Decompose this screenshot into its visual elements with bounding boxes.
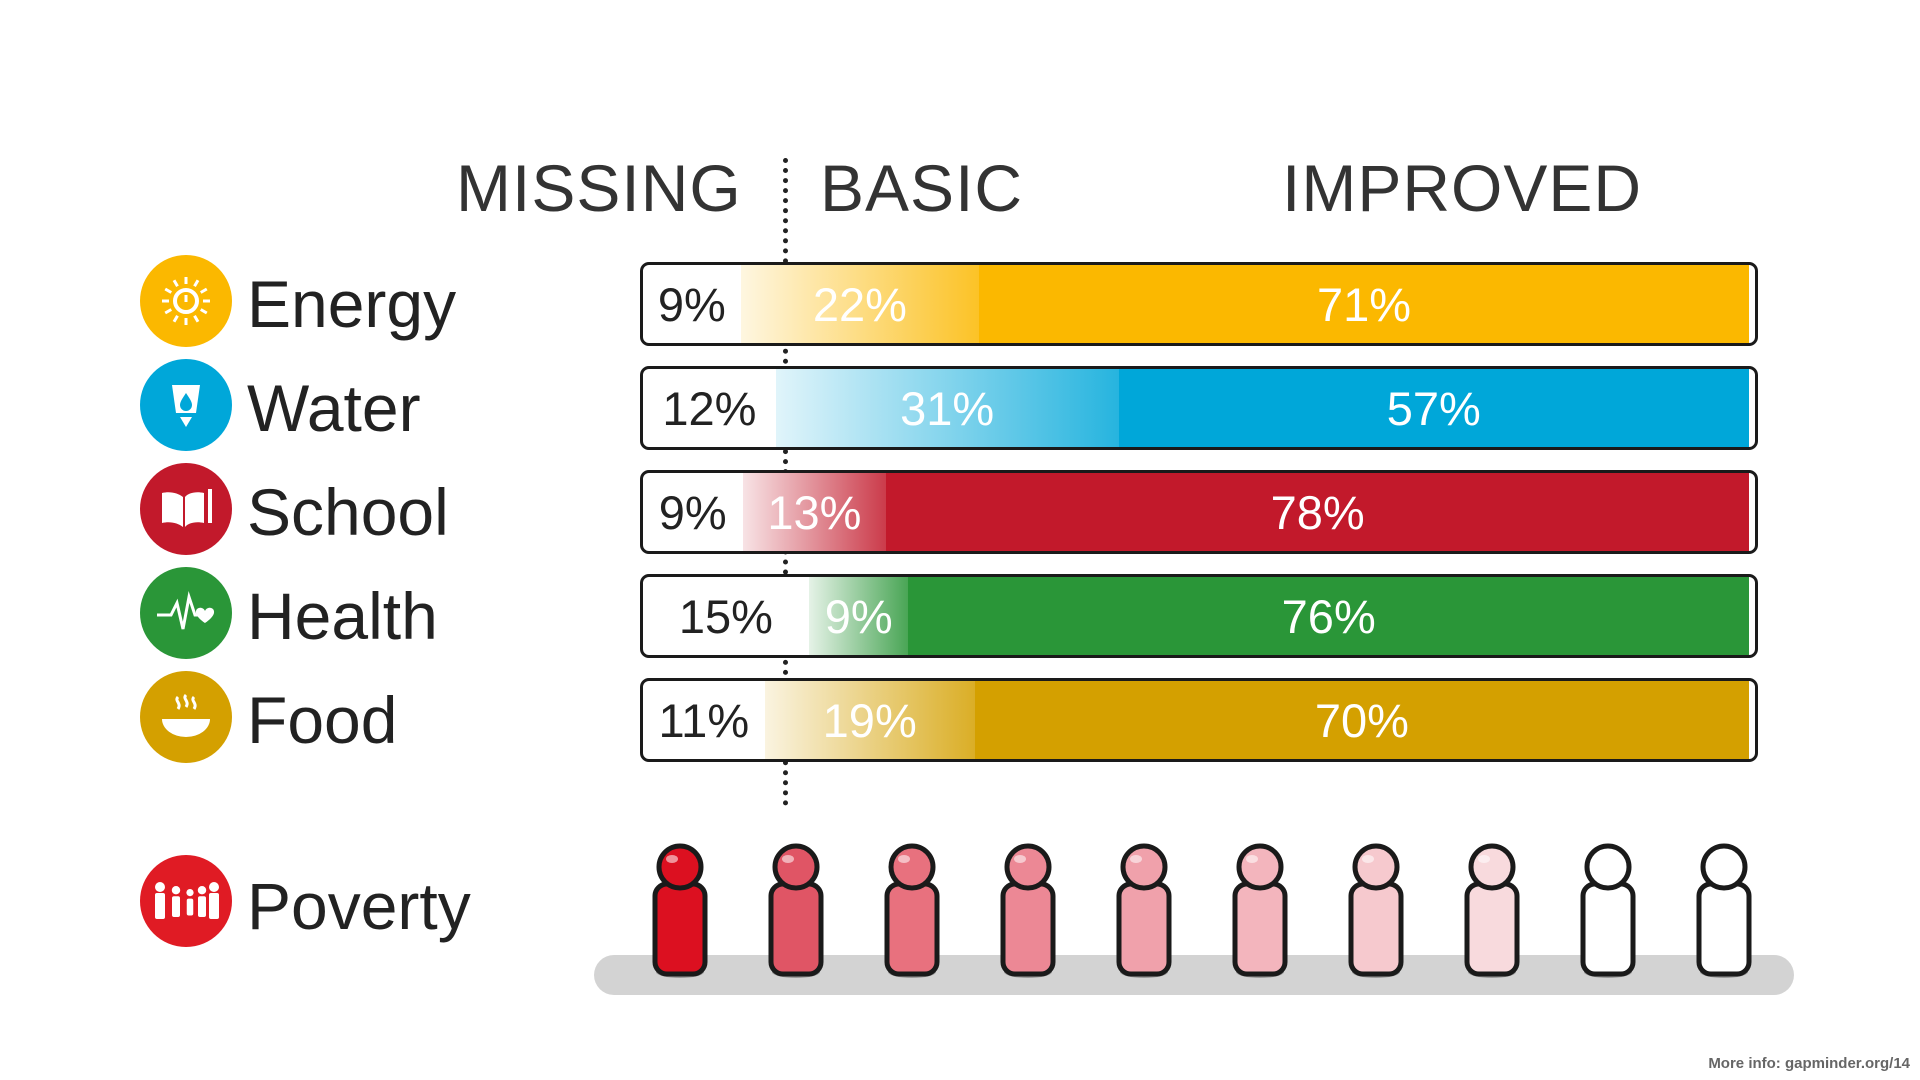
header-basic: BASIC <box>820 151 1024 225</box>
segment-food-missing: 11% <box>658 693 750 747</box>
row-label-energy: Energy <box>247 267 457 341</box>
bar-food: 11% 19% 70% <box>640 678 1758 762</box>
segment-energy-basic: 22% <box>740 265 980 343</box>
segment-water-missing: 12% <box>662 381 757 435</box>
poverty-label: Poverty <box>247 869 471 943</box>
person-figure <box>647 840 713 985</box>
segment-food-basic: 19% <box>764 681 975 759</box>
bar-energy: 9% 22% 71% <box>640 262 1758 346</box>
health-icon <box>140 567 232 659</box>
segment-school-improved: 78% <box>886 473 1749 551</box>
person-figure <box>995 840 1061 985</box>
row-label-water: Water <box>247 371 421 445</box>
bar-water: 12% 31% 57% <box>640 366 1758 450</box>
header-improved: IMPROVED <box>1282 151 1643 225</box>
row-label-health: Health <box>247 579 438 653</box>
person-figure <box>879 840 945 985</box>
person-figure <box>1575 840 1641 985</box>
segment-health-basic: 9% <box>808 577 909 655</box>
person-figure <box>1343 840 1409 985</box>
segment-water-improved: 57% <box>1118 369 1749 447</box>
person-figure <box>1459 840 1525 985</box>
person-figure <box>1227 840 1293 985</box>
segment-energy-improved: 71% <box>979 265 1749 343</box>
segment-food-improved: 70% <box>974 681 1749 759</box>
segment-school-missing: 9% <box>658 485 727 539</box>
row-label-school: School <box>247 475 449 549</box>
person-figure <box>763 840 829 985</box>
school-icon <box>140 463 232 555</box>
person-figure <box>1691 840 1757 985</box>
food-icon <box>140 671 232 763</box>
segment-health-missing: 15% <box>678 589 773 643</box>
person-figure <box>1111 840 1177 985</box>
segment-health-improved: 76% <box>908 577 1749 655</box>
water-icon <box>140 359 232 451</box>
row-label-food: Food <box>247 683 398 757</box>
energy-icon <box>140 255 232 347</box>
segment-water-basic: 31% <box>775 369 1119 447</box>
bar-health: 15% 9% 76% <box>640 574 1758 658</box>
header-missing: MISSING <box>456 151 742 225</box>
segment-energy-missing: 9% <box>657 277 726 331</box>
footer-link[interactable]: More info: gapminder.org/14 <box>1708 1055 1910 1072</box>
bar-school: 9% 13% 78% <box>640 470 1758 554</box>
segment-school-basic: 13% <box>742 473 887 551</box>
family-icon <box>140 855 232 947</box>
